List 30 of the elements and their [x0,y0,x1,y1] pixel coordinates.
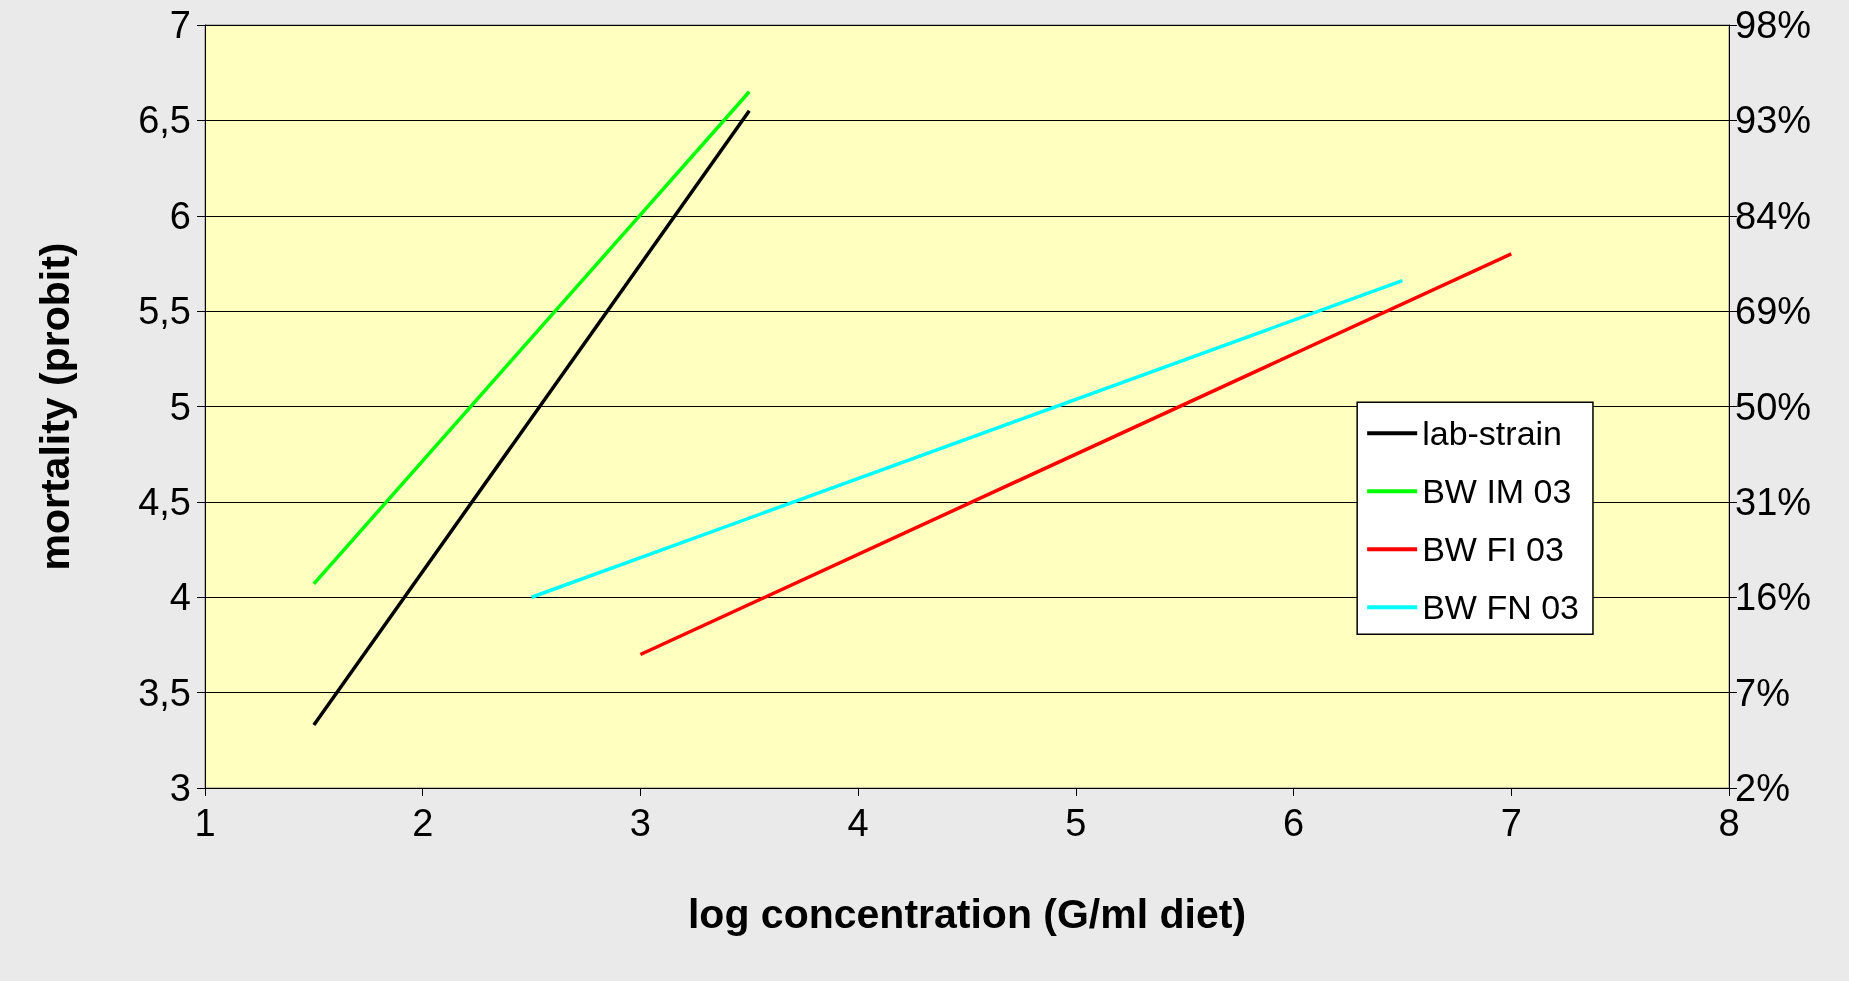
text: 31% [1735,480,1812,523]
y-tick-label: 6 [169,194,191,237]
x-tick-label: 6 [1283,802,1305,844]
x-tick-label: 1 [194,802,216,844]
y-tick-label: 7 [169,4,191,46]
y-tick-label: 3 [169,767,191,809]
y-tick-label: 4 [169,576,191,619]
text: 84% [1735,194,1812,237]
y-tick-label: 5 [169,385,191,428]
x-tick-label: 5 [1065,802,1087,844]
x-axis-title: log concentration (G/ml diet) [687,890,1247,937]
y-tick-label: 4,5 [138,480,191,523]
x-tick-label: 2 [412,802,434,844]
legend-label: BW IM 03 [1422,472,1572,511]
text: 98% [1735,4,1812,46]
legend-label: lab-strain [1422,414,1563,453]
text: 93% [1735,99,1812,142]
legend-label: BW FI 03 [1422,530,1564,569]
x-tick-label: 3 [629,802,651,844]
x-tick-label: 4 [847,802,869,844]
y-axis-title: mortality (probit) [31,242,78,571]
y-tick-label: 6,5 [138,99,191,142]
text: 69% [1735,290,1812,333]
x-tick-label: 7 [1500,802,1522,844]
text: 16% [1735,576,1812,619]
y-tick-label: 5,5 [138,290,191,333]
legend-label: BW FN 03 [1422,588,1579,627]
text: 7% [1735,671,1790,714]
y-tick-label: 3,5 [138,671,191,714]
text: 50% [1735,385,1812,428]
